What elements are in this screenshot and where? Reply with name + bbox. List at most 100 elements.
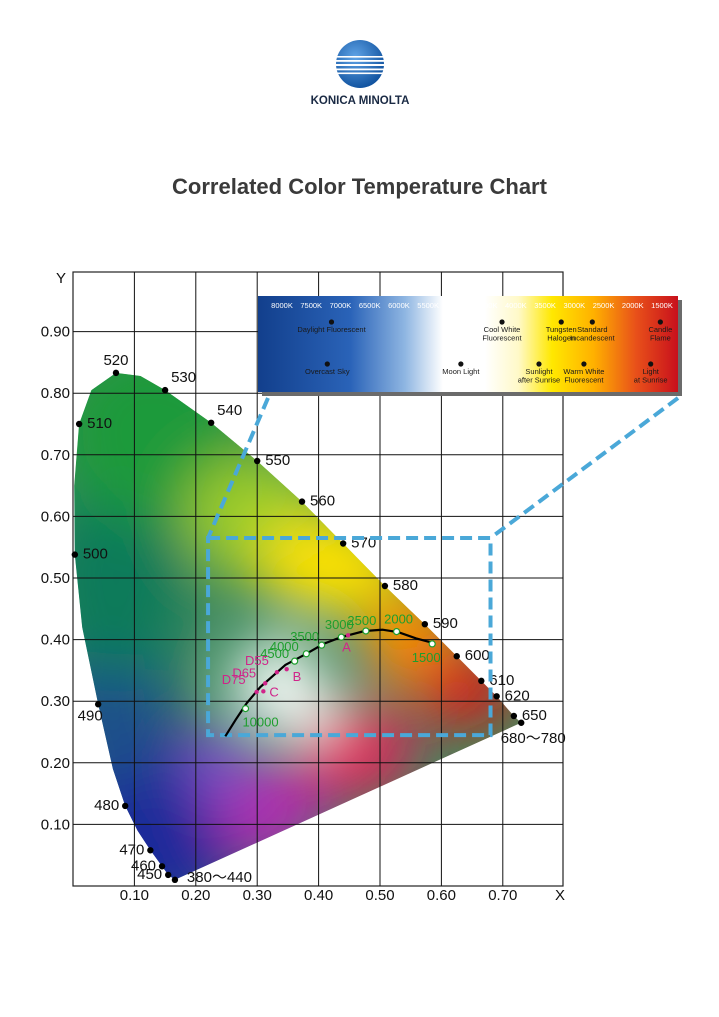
- bar-scale-label: 4000K: [505, 301, 527, 310]
- illuminant-label: D55: [245, 653, 269, 668]
- spectral-label: 490: [78, 707, 103, 724]
- spectral-point: [381, 582, 389, 590]
- bar-scale-label: 7500K: [300, 301, 322, 310]
- illuminant-label: C: [269, 684, 278, 699]
- cct-point: [302, 650, 310, 658]
- x-tick-label: 0.10: [120, 887, 149, 904]
- cct-label: 3000: [325, 617, 354, 632]
- bar-scale-label: 2500K: [593, 301, 615, 310]
- bar-source-label: Candle: [648, 325, 672, 334]
- y-axis-label: Y: [56, 270, 66, 287]
- spectral-point: [478, 677, 485, 685]
- spectral-label: 510: [87, 415, 112, 432]
- bar-scale-label: 5000K: [447, 301, 469, 310]
- grid: [73, 272, 563, 886]
- spectral-point: [161, 386, 169, 394]
- globe-logo-icon: [336, 40, 384, 88]
- y-tick-label: 0.60: [41, 508, 70, 525]
- spectral-label: 620: [505, 687, 530, 704]
- cct-point: [428, 640, 436, 648]
- spectral-label: 560: [310, 493, 335, 510]
- zoom-box: [206, 535, 493, 738]
- illuminant-label: D75: [222, 672, 246, 687]
- x-tick-label: 0.40: [304, 887, 333, 904]
- x-tick-label: 0.70: [488, 887, 517, 904]
- cct-label: 1500: [412, 650, 441, 665]
- bar-source-dot: [558, 319, 564, 325]
- spectral-point: [518, 719, 525, 726]
- y-tick-label: 0.50: [41, 570, 70, 587]
- cct-label: 4000: [270, 639, 299, 654]
- illuminant-label: A: [342, 639, 351, 654]
- spectral-point: [147, 847, 154, 854]
- bar-source-dot: [324, 361, 330, 367]
- bar-source-label: after Sunrise: [518, 376, 561, 385]
- bar-scale-label: 3000K: [563, 301, 585, 310]
- y-tick-label: 0.70: [41, 447, 70, 464]
- cct-point: [362, 627, 370, 635]
- spectral-label: 680～780: [501, 730, 566, 747]
- bar-scale-label: 7000K: [330, 301, 352, 310]
- y-tick-label: 0.90: [41, 324, 70, 341]
- bar-source-dot: [657, 319, 663, 325]
- brand-name: KONICA MINOLTA: [311, 95, 410, 107]
- illuminant-label: B: [293, 669, 302, 684]
- spectral-label: 540: [217, 402, 242, 419]
- spectral-point: [71, 551, 79, 558]
- x-tick-label: 0.50: [365, 887, 394, 904]
- spectral-point: [339, 540, 347, 547]
- bar-scale-label: 2000K: [622, 301, 644, 310]
- bar-source-label: at Sunrise: [634, 376, 668, 385]
- spectral-point: [171, 876, 179, 884]
- spectral-point: [298, 498, 306, 505]
- spectral-label: 500: [83, 546, 108, 563]
- spectral-label: 550: [265, 452, 290, 469]
- page-title: Correlated Color Temperature Chart: [172, 174, 547, 199]
- bar-source-label: Warm White: [563, 367, 604, 376]
- cct-label: 10000: [242, 715, 278, 730]
- illuminant-point: [262, 681, 268, 686]
- spectral-label: 650: [522, 707, 547, 724]
- gamut-blob: [275, 676, 338, 739]
- cct-point: [392, 627, 401, 636]
- spectral-label: 580: [393, 577, 418, 594]
- bar-scale-label: 1500K: [651, 301, 673, 310]
- bar-source-label: Incandescent: [570, 334, 616, 343]
- y-tick-label: 0.80: [41, 385, 70, 402]
- spectral-label: 610: [489, 672, 514, 689]
- cct-label: 4500: [260, 646, 289, 661]
- bar-source-dot: [499, 319, 505, 325]
- y-tick-label: 0.10: [41, 816, 70, 833]
- bar-scale-label: 6000K: [388, 301, 410, 310]
- spectral-point: [112, 369, 120, 377]
- spectral-point: [453, 653, 460, 660]
- bar-source-label: Moon Light: [442, 367, 480, 376]
- x-tick-label: 0.60: [427, 887, 456, 904]
- spectral-label: 460: [131, 857, 156, 874]
- bar-source-dot: [581, 361, 587, 367]
- spectral-point: [158, 863, 166, 870]
- illuminant-point: [261, 689, 266, 694]
- spectral-label: 470: [119, 841, 144, 858]
- y-tick-label: 0.20: [41, 755, 70, 772]
- spectral-label: 380～440: [187, 869, 252, 886]
- cct-label: 2000: [384, 612, 413, 627]
- illuminant-label: D65: [232, 665, 256, 680]
- bar-source-dot: [458, 361, 464, 367]
- y-tick-label: 0.40: [41, 632, 70, 649]
- spectral-label: 520: [103, 352, 128, 369]
- bar-source-label: Fluorescent: [482, 334, 522, 343]
- cct-point: [241, 704, 250, 713]
- bar-source-label: Daylight Fluorescent: [297, 325, 366, 334]
- spectral-point: [121, 802, 129, 810]
- bar-source-label: Tungsten: [546, 325, 577, 334]
- y-tick-label: 0.30: [41, 693, 70, 710]
- cct-label: 2500: [347, 613, 376, 628]
- bar-source-label: Cool White: [484, 325, 521, 334]
- bar-source-label: Sunlight: [525, 367, 553, 376]
- spectral-label: 600: [465, 647, 490, 664]
- illuminant-point: [274, 670, 280, 675]
- bar-source-label: Overcast Sky: [305, 367, 350, 376]
- cct-point: [337, 633, 345, 641]
